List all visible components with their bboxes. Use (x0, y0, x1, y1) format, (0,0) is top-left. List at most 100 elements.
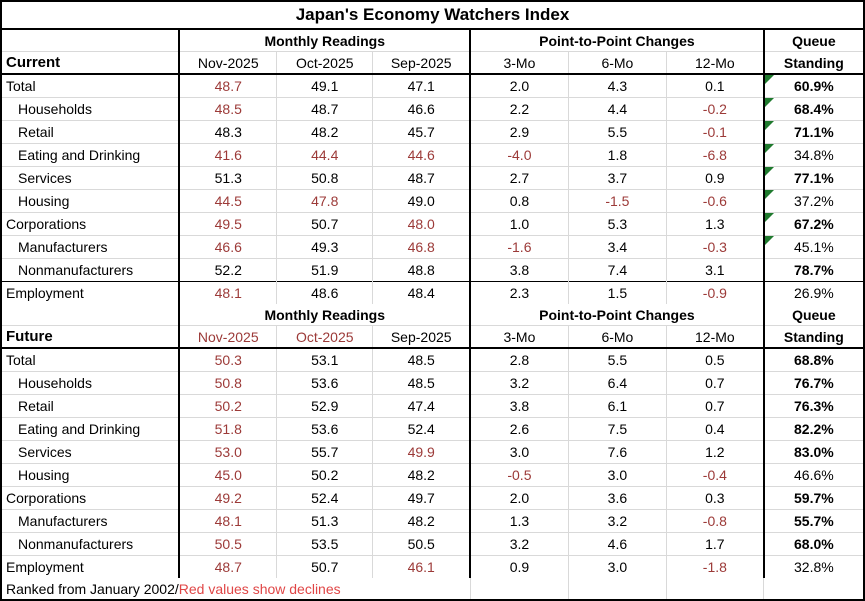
value-cell[interactable]: 48.2 (372, 509, 471, 533)
value-cell[interactable]: 5.3 (567, 212, 667, 236)
value-cell[interactable]: 48.6 (276, 281, 373, 304)
value-cell[interactable]: 48.7 (178, 74, 277, 98)
value-cell[interactable]: -0.5 (469, 463, 569, 487)
value-cell[interactable]: 48.7 (276, 97, 373, 121)
value-cell[interactable]: 46.8 (372, 235, 471, 259)
queue-standing-cell[interactable]: 68.0% (762, 532, 864, 556)
value-cell[interactable]: 53.1 (276, 348, 373, 372)
row-label[interactable]: Households (1, 97, 180, 121)
value-cell[interactable]: 48.4 (372, 281, 471, 304)
row-label[interactable]: Services (1, 440, 180, 464)
value-cell[interactable]: 3.2 (567, 509, 667, 533)
value-cell[interactable]: 46.6 (178, 235, 277, 259)
value-cell[interactable]: 49.3 (276, 235, 373, 259)
row-label[interactable]: Manufacturers (1, 509, 180, 533)
value-cell[interactable]: 0.7 (665, 371, 764, 395)
value-cell[interactable]: 50.7 (276, 555, 373, 578)
queue-standing-cell[interactable]: 34.8% (762, 143, 864, 167)
value-cell[interactable]: 50.8 (276, 166, 373, 190)
value-cell[interactable]: -0.8 (665, 509, 764, 533)
queue-standing-cell[interactable]: 55.7% (762, 509, 864, 533)
value-cell[interactable]: 1.8 (567, 143, 667, 167)
value-cell[interactable]: 1.7 (665, 532, 764, 556)
row-label[interactable]: Eating and Drinking (1, 143, 180, 167)
value-cell[interactable]: 53.6 (276, 417, 373, 441)
value-cell[interactable]: 0.3 (665, 486, 764, 510)
value-cell[interactable]: 45.0 (178, 463, 277, 487)
value-cell[interactable]: -0.1 (665, 120, 764, 144)
queue-standing-cell[interactable]: 78.7% (762, 258, 864, 282)
value-cell[interactable]: 41.6 (178, 143, 277, 167)
value-cell[interactable]: -6.8 (665, 143, 764, 167)
value-cell[interactable]: 48.1 (178, 509, 277, 533)
value-cell[interactable]: 47.8 (276, 189, 373, 213)
queue-standing-cell[interactable]: 32.8% (762, 555, 864, 578)
value-cell[interactable]: 3.0 (469, 440, 569, 464)
value-cell[interactable]: 52.4 (372, 417, 471, 441)
value-cell[interactable]: -0.9 (665, 281, 764, 304)
value-cell[interactable]: 49.7 (372, 486, 471, 510)
queue-standing-cell[interactable]: 77.1% (762, 166, 864, 190)
value-cell[interactable]: 49.1 (276, 74, 373, 98)
value-cell[interactable]: 48.5 (372, 371, 471, 395)
value-cell[interactable]: 48.5 (372, 348, 471, 372)
value-cell[interactable]: 49.0 (372, 189, 471, 213)
value-cell[interactable]: 2.3 (469, 281, 569, 304)
value-cell[interactable]: 48.2 (276, 120, 373, 144)
queue-standing-cell[interactable]: 76.3% (762, 394, 864, 418)
value-cell[interactable]: 46.6 (372, 97, 471, 121)
value-cell[interactable]: 1.5 (567, 281, 667, 304)
value-cell[interactable]: 53.6 (276, 371, 373, 395)
queue-standing-cell[interactable]: 67.2% (762, 212, 864, 236)
value-cell[interactable]: -0.3 (665, 235, 764, 259)
value-cell[interactable]: 52.2 (178, 258, 277, 282)
value-cell[interactable]: -0.4 (665, 463, 764, 487)
row-label[interactable]: Nonmanufacturers (1, 532, 180, 556)
value-cell[interactable]: 1.3 (469, 509, 569, 533)
value-cell[interactable]: 2.7 (469, 166, 569, 190)
value-cell[interactable]: 6.4 (567, 371, 667, 395)
value-cell[interactable]: 51.8 (178, 417, 277, 441)
queue-standing-cell[interactable]: 26.9% (762, 281, 864, 304)
row-label[interactable]: Housing (1, 463, 180, 487)
value-cell[interactable]: 2.6 (469, 417, 569, 441)
value-cell[interactable]: 3.7 (567, 166, 667, 190)
row-label[interactable]: Eating and Drinking (1, 417, 180, 441)
value-cell[interactable]: 50.5 (372, 532, 471, 556)
value-cell[interactable]: 1.0 (469, 212, 569, 236)
value-cell[interactable]: 51.9 (276, 258, 373, 282)
value-cell[interactable]: 50.5 (178, 532, 277, 556)
row-label[interactable]: Retail (1, 120, 180, 144)
value-cell[interactable]: 3.0 (567, 555, 667, 578)
value-cell[interactable]: 52.4 (276, 486, 373, 510)
value-cell[interactable]: 5.5 (567, 348, 667, 372)
value-cell[interactable]: 0.7 (665, 394, 764, 418)
queue-standing-cell[interactable]: 68.8% (762, 348, 864, 372)
row-label[interactable]: Manufacturers (1, 235, 180, 259)
value-cell[interactable]: 3.8 (469, 394, 569, 418)
value-cell[interactable]: 44.6 (372, 143, 471, 167)
row-label[interactable]: Corporations (1, 486, 180, 510)
queue-standing-cell[interactable]: 82.2% (762, 417, 864, 441)
queue-standing-cell[interactable]: 46.6% (762, 463, 864, 487)
queue-standing-cell[interactable]: 59.7% (762, 486, 864, 510)
value-cell[interactable]: 50.2 (178, 394, 277, 418)
value-cell[interactable]: 2.9 (469, 120, 569, 144)
value-cell[interactable]: 7.5 (567, 417, 667, 441)
row-label[interactable]: Households (1, 371, 180, 395)
value-cell[interactable]: 48.8 (372, 258, 471, 282)
value-cell[interactable]: 7.6 (567, 440, 667, 464)
value-cell[interactable]: 47.4 (372, 394, 471, 418)
value-cell[interactable]: 44.5 (178, 189, 277, 213)
value-cell[interactable]: 48.5 (178, 97, 277, 121)
value-cell[interactable]: 49.9 (372, 440, 471, 464)
value-cell[interactable]: 3.8 (469, 258, 569, 282)
value-cell[interactable]: 0.4 (665, 417, 764, 441)
value-cell[interactable]: 4.4 (567, 97, 667, 121)
queue-standing-cell[interactable]: 37.2% (762, 189, 864, 213)
queue-standing-cell[interactable]: 60.9% (762, 74, 864, 98)
row-label[interactable]: Nonmanufacturers (1, 258, 180, 282)
value-cell[interactable]: -0.6 (665, 189, 764, 213)
value-cell[interactable]: 3.2 (469, 532, 569, 556)
value-cell[interactable]: 55.7 (276, 440, 373, 464)
